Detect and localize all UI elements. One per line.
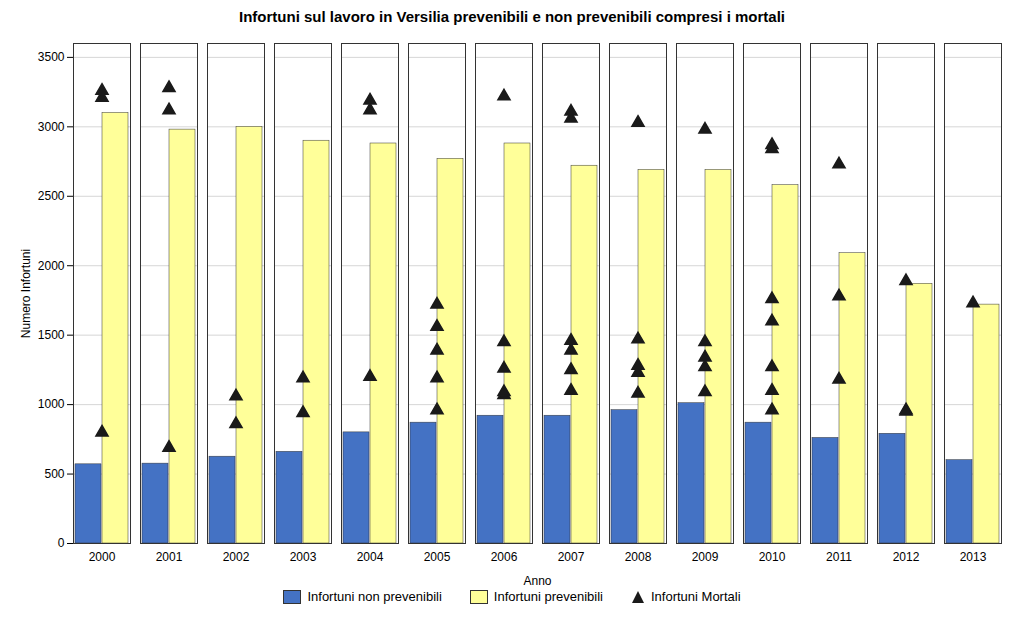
svg-text:3000: 3000 <box>38 120 65 134</box>
svg-text:2009: 2009 <box>692 550 719 564</box>
svg-text:2001: 2001 <box>156 550 183 564</box>
svg-text:1500: 1500 <box>38 328 65 342</box>
svg-text:2008: 2008 <box>625 550 652 564</box>
svg-text:2006: 2006 <box>491 550 518 564</box>
svg-text:2012: 2012 <box>893 550 920 564</box>
html-text:Infortuni sul lavoro in Versil: Infortuni sul lavoro in Versilia preveni… <box>239 8 785 25</box>
html-text:Infortuni prevenibili: Infortuni prevenibili <box>493 589 603 604</box>
svg-text:2500: 2500 <box>38 189 65 203</box>
svg-text:2011: 2011 <box>826 550 852 564</box>
svg-text:3500: 3500 <box>38 50 65 64</box>
svg-text:2000: 2000 <box>38 259 65 273</box>
svg-text:1000: 1000 <box>38 397 65 411</box>
html-text:Infortuni non prevenibili: Infortuni non prevenibili <box>307 589 442 604</box>
svg-text:2007: 2007 <box>558 550 585 564</box>
svg-text:2003: 2003 <box>290 550 317 564</box>
svg-text:2005: 2005 <box>424 550 451 564</box>
svg-text:0: 0 <box>58 536 65 550</box>
svg-text:2000: 2000 <box>89 550 116 564</box>
html-text:Infortuni Mortali: Infortuni Mortali <box>651 589 741 604</box>
svg-text:2004: 2004 <box>357 550 384 564</box>
svg-text:500: 500 <box>44 467 64 481</box>
svg-text:Anno: Anno <box>523 574 551 588</box>
svg-text:2010: 2010 <box>759 550 786 564</box>
svg-text:2002: 2002 <box>223 550 250 564</box>
svg-text:Numero Infortuni: Numero Infortuni <box>19 249 33 338</box>
svg-text:2013: 2013 <box>960 550 987 564</box>
